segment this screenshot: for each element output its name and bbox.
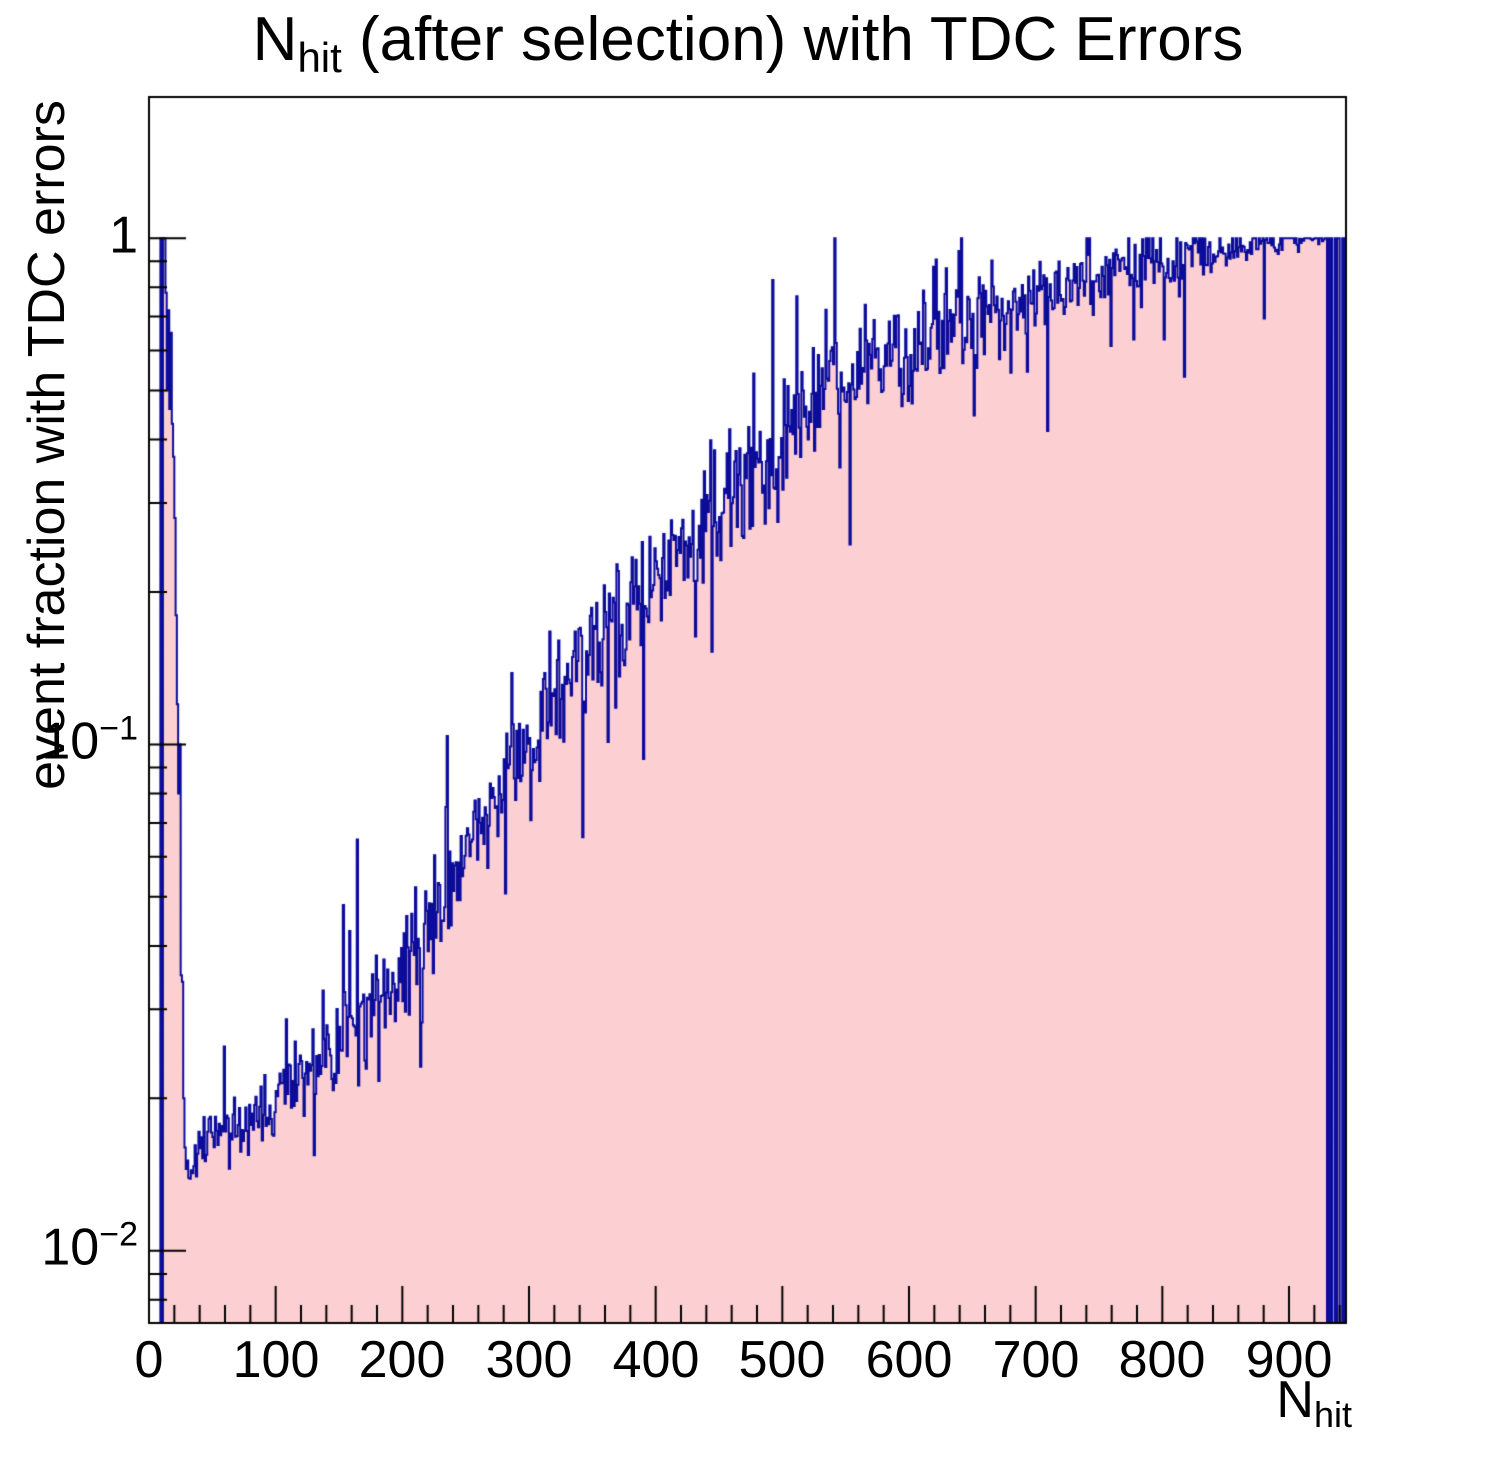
y-tick-1e-2-exponent: −2 (99, 1215, 138, 1254)
y-axis-title: event fraction with TDC errors (18, 100, 76, 790)
y-tick-label-1e-1: 10−1 (41, 712, 138, 771)
chart-title: Nhit (after selection) with TDC Errors (252, 5, 1244, 81)
x-tick-label-0: 0 (134, 1331, 164, 1389)
x-tick-label-500: 500 (738, 1331, 826, 1389)
y-tick-1e-1-exponent: −1 (99, 709, 138, 748)
x-tick-label-100: 100 (232, 1331, 320, 1389)
x-tick-label-700: 700 (992, 1331, 1080, 1389)
x-tick-label-400: 400 (612, 1331, 700, 1389)
x-tick-label-900: 900 (1245, 1331, 1333, 1389)
x-axis-title: Nhit (1276, 1374, 1352, 1433)
y-tick-1-mantissa: 1 (109, 206, 138, 265)
y-tick-1e-2-mantissa: 10 (41, 1218, 100, 1277)
y-tick-1e-1-mantissa: 10 (41, 712, 100, 771)
x-axis-title-main: N (1276, 1371, 1314, 1429)
chart-title-rest: (after selection) with TDC Errors (341, 5, 1244, 74)
x-tick-label-800: 800 (1118, 1331, 1206, 1389)
x-tick-label-200: 200 (358, 1331, 446, 1389)
chart-title-main: N (252, 5, 298, 74)
y-tick-label-1: 1 (109, 209, 138, 261)
y-tick-label-1e-2: 10−2 (41, 1218, 138, 1277)
x-axis-title-subscript: hit (1313, 1394, 1352, 1436)
chart-title-subscript: hit (297, 33, 342, 81)
x-tick-label-600: 600 (865, 1331, 953, 1389)
x-tick-label-300: 300 (485, 1331, 573, 1389)
